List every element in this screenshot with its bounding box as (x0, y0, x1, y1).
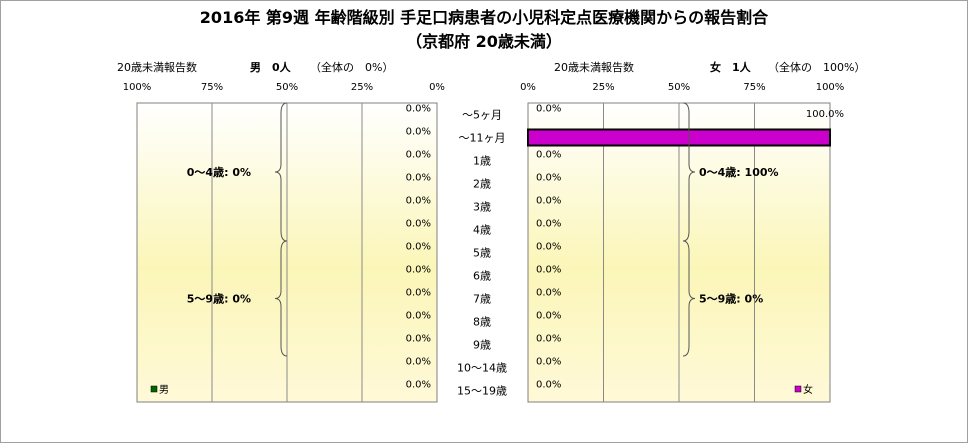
female-header-share: （全体の 100%） (768, 60, 865, 74)
female-value-label: 0.0% (536, 357, 561, 368)
female-value-label: 0.0% (536, 242, 561, 253)
female-bar (527, 128, 831, 147)
male-value-label: 0.0% (406, 265, 431, 276)
male-group-brace (274, 102, 288, 242)
category-label: 5歳 (473, 247, 491, 260)
male-value-label: 0.0% (406, 150, 431, 161)
female-value-label: 0.0% (536, 380, 561, 391)
male-group-label: 5～9歳: 0% (187, 292, 251, 306)
category-label: 4歳 (473, 224, 491, 237)
female-tick-label: 50% (668, 82, 690, 93)
male-header-share: （全体の 0%） (310, 60, 393, 74)
female-value-label: 0.0% (536, 311, 561, 322)
female-group-brace (682, 240, 696, 357)
female-value-label: 0.0% (536, 288, 561, 299)
male-value-label: 0.0% (406, 288, 431, 299)
female-value-label: 0.0% (536, 104, 561, 115)
female-value-label: 0.0% (536, 150, 561, 161)
male-legend-label: 男 (159, 384, 169, 396)
category-label: 7歳 (473, 293, 491, 306)
male-tick-label: 75% (201, 82, 223, 93)
male-value-label: 0.0% (406, 104, 431, 115)
male-value-label: 0.0% (406, 380, 431, 391)
female-tick-label: 25% (592, 82, 614, 93)
male-header-count: 男 0人 (250, 60, 292, 74)
male-value-label: 0.0% (406, 173, 431, 184)
plot-area: 0%25%50%75%100%20歳未満報告数男 0人 （全体の 0%）0.0%0… (117, 60, 865, 403)
male-group-brace (274, 240, 288, 357)
chart-subtitle: （京都府 20歳未満） (406, 32, 562, 51)
male-tick-label: 50% (276, 82, 298, 93)
male-tick-label: 100% (123, 82, 152, 93)
female-legend-swatch (794, 385, 802, 393)
category-label: ～5ヶ月 (462, 109, 502, 122)
male-legend-swatch (150, 385, 158, 393)
female-group-brace (682, 102, 696, 242)
male-value-label: 0.0% (406, 334, 431, 345)
female-tick-label: 0% (520, 82, 536, 93)
female-value-label: 100.0% (806, 109, 844, 120)
chart-title: 2016年 第9週 年齢階級別 手足口病患者の小児科定点医療機関からの報告割合 (200, 8, 769, 27)
male-value-label: 0.0% (406, 242, 431, 253)
female-tick-label: 75% (743, 82, 765, 93)
female-tick-label: 100% (816, 82, 845, 93)
category-label: 6歳 (473, 270, 491, 283)
female-header-label: 20歳未満報告数 (554, 61, 634, 74)
male-tick-label: 25% (351, 82, 373, 93)
male-header-label: 20歳未満報告数 (117, 61, 197, 74)
category-label: 3歳 (473, 201, 491, 214)
male-value-label: 0.0% (406, 127, 431, 138)
female-header-count: 女 1人 (710, 60, 752, 74)
female-value-label: 0.0% (536, 196, 561, 207)
female-value-label: 0.0% (536, 334, 561, 345)
female-group-label: 0～4歳: 100% (699, 165, 779, 179)
female-value-label: 0.0% (536, 219, 561, 230)
male-value-label: 0.0% (406, 357, 431, 368)
male-group-label: 0～4歳: 0% (187, 165, 251, 179)
male-value-label: 0.0% (406, 196, 431, 207)
category-label: 2歳 (473, 178, 491, 191)
male-value-label: 0.0% (406, 311, 431, 322)
female-group-label: 5～9歳: 0% (699, 292, 763, 306)
female-value-label: 0.0% (536, 265, 561, 276)
category-label: 1歳 (473, 155, 491, 168)
category-label: 8歳 (473, 316, 491, 329)
female-value-label: 0.0% (536, 173, 561, 184)
category-label: 15～19歳 (457, 385, 507, 398)
category-label: 9歳 (473, 339, 491, 352)
female-legend-label: 女 (803, 383, 813, 396)
category-label: 10～14歳 (457, 362, 507, 375)
male-tick-label: 0% (429, 82, 445, 93)
category-label: ～11ヶ月 (459, 132, 506, 145)
male-value-label: 0.0% (406, 219, 431, 230)
